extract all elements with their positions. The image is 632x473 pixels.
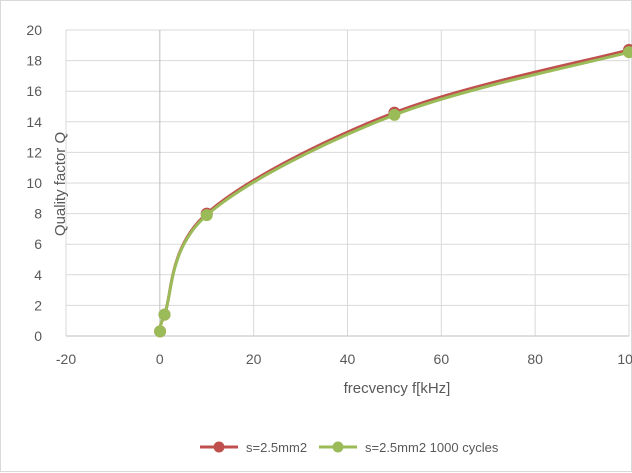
y-tick-label: 6 (34, 236, 42, 252)
x-tick-label: 0 (156, 351, 164, 367)
series-line (160, 52, 629, 331)
x-tick-label: 20 (246, 351, 262, 367)
x-axis-title: frecvency f[kHz] (344, 380, 451, 397)
legend: s=2.5mm2 s=2.5mm2 1000 cycles (200, 440, 499, 455)
legend-label: s=2.5mm2 (246, 440, 307, 455)
data-point (389, 109, 400, 120)
series-2 (155, 47, 632, 337)
y-tick-label: 8 (34, 206, 42, 222)
y-tick-label: 4 (34, 267, 42, 283)
y-tick-label: 12 (26, 144, 42, 160)
series-1 (155, 44, 632, 337)
series-line (160, 50, 629, 332)
legend-item-2: s=2.5mm2 1000 cycles (319, 440, 499, 455)
legend-item-1: s=2.5mm2 (200, 440, 307, 455)
legend-marker (214, 442, 225, 453)
data-point (159, 309, 170, 320)
x-tick-label: 60 (434, 351, 450, 367)
data-point (201, 210, 212, 221)
y-tick-label: 14 (26, 114, 42, 130)
y-tick-label: 2 (34, 297, 42, 313)
y-tick-label: 10 (26, 175, 42, 191)
grid-layer (66, 30, 629, 336)
y-tick-label: 16 (26, 83, 42, 99)
y-tick-label: 18 (26, 53, 42, 69)
x-tick-label: 80 (527, 351, 543, 367)
x-tick-label: 40 (340, 351, 356, 367)
legend-marker (333, 442, 344, 453)
data-point (155, 326, 166, 337)
y-axis-title: Quality factor Q (52, 132, 69, 236)
x-tick-label: 100 (617, 351, 632, 367)
x-tick-label: -20 (56, 351, 76, 367)
series-layer (155, 44, 632, 337)
data-point (624, 47, 632, 58)
y-tick-label: 20 (26, 22, 42, 38)
y-tick-label: 0 (34, 328, 42, 344)
legend-label: s=2.5mm2 1000 cycles (365, 440, 499, 455)
